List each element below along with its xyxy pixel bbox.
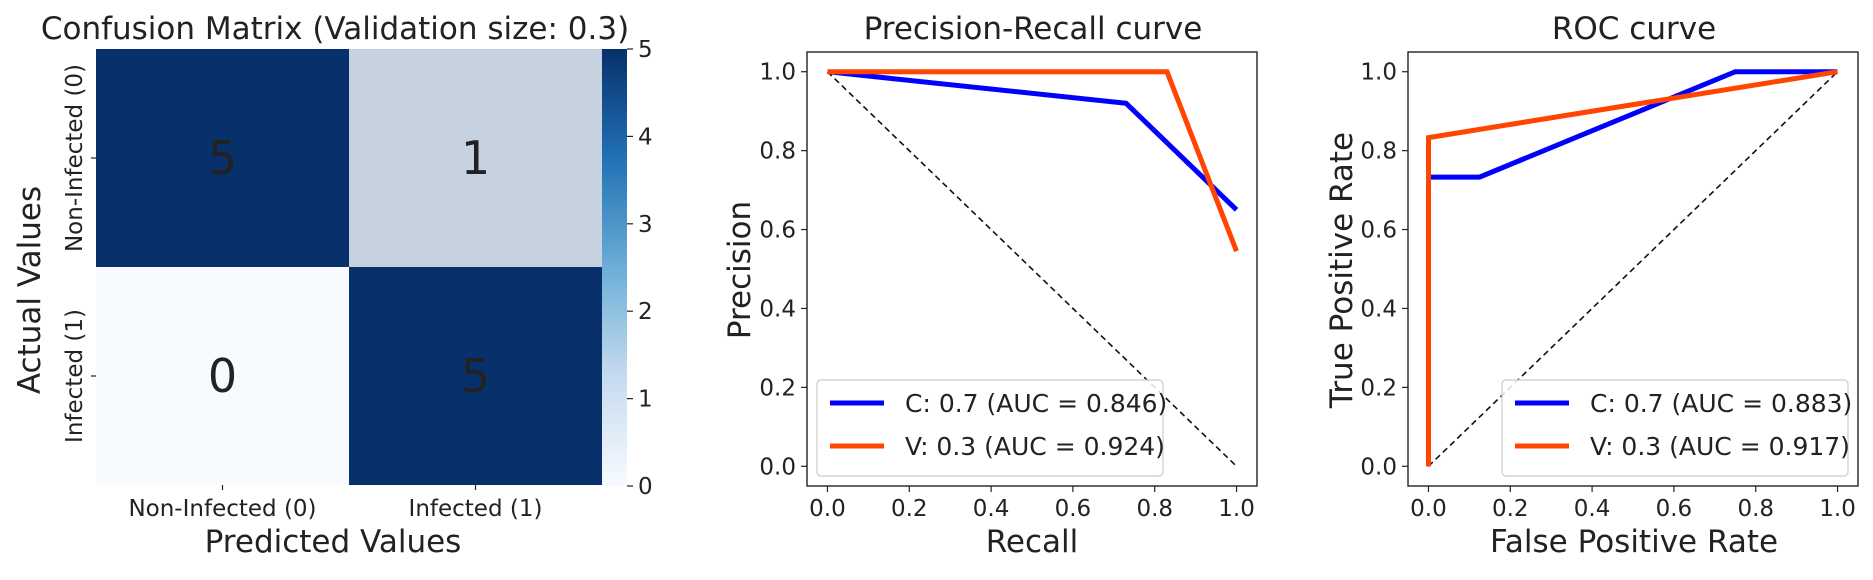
cm-y-axis-label: Actual Values (12, 186, 48, 394)
cm-y-ticks: Non-Infected (0) Infected (1) (62, 64, 96, 443)
cm-cells: 5 1 0 5 (96, 49, 602, 485)
cm-x-tick-label: Non-Infected (0) (128, 496, 316, 522)
roc-reference-line (1427, 71, 1839, 467)
roc-legend-label-c: C: 0.7 (AUC = 0.883) (1590, 389, 1852, 418)
roc-y-axis-label: True Positive Rate (1324, 132, 1360, 409)
roc-title: ROC curve (1552, 11, 1716, 47)
cm-x-axis-label: Predicted Values (205, 524, 462, 560)
roc-panel: ROC curve 0.0 0.2 0.4 0.6 0.8 1.0 0.0 0.2 0.4 0.6… (1324, 11, 1859, 560)
cm-cell (349, 267, 602, 485)
cm-x-tick-label: Infected (1) (409, 496, 543, 522)
pr-x-tick-label: 0.2 (891, 496, 928, 522)
roc-ticks: 0.0 0.2 0.4 0.6 0.8 1.0 0.0 0.2 0.4 0.6 0.8 1.0 (1360, 60, 1855, 522)
pr-reference-line (826, 71, 1238, 467)
pr-ticks: 0.0 0.2 0.4 0.6 0.8 1.0 0.0 0.2 0.4 0.6 0.8 1.0 (759, 60, 1254, 522)
cm-cell-value: 5 (208, 131, 237, 185)
cm-colorbar-ticks: 0 1 2 3 4 5 (627, 37, 653, 500)
cm-x-ticks: Non-Infected (0) Infected (1) (128, 485, 542, 522)
pr-x-tick-label: 0.8 (1136, 496, 1173, 522)
roc-y-tick-label: 0.6 (1360, 218, 1397, 244)
pr-y-tick-label: 0.6 (759, 218, 796, 244)
cm-cell (349, 49, 602, 267)
roc-plot-area (1407, 51, 1859, 487)
roc-y-tick-label: 1.0 (1360, 60, 1397, 86)
cm-colorbar-tick-label: 5 (638, 37, 653, 63)
confusion-matrix-panel: Confusion Matrix (Validation size: 0.3) … (12, 11, 653, 560)
cm-title: Confusion Matrix (Validation size: 0.3) (41, 11, 629, 47)
roc-x-tick-label: 0.2 (1492, 496, 1529, 522)
pr-x-tick-label: 0.6 (1055, 496, 1092, 522)
cm-cell-value: 5 (461, 349, 490, 403)
roc-y-tick-label: 0.8 (1360, 139, 1397, 165)
pr-x-tick-label: 0.0 (809, 496, 846, 522)
roc-x-tick-label: 0.6 (1656, 496, 1693, 522)
roc-series-line-v (1426, 69, 1838, 467)
pr-y-tick-label: 0.0 (759, 454, 796, 480)
cm-y-tick-label: Infected (1) (62, 309, 88, 443)
pr-series-line-c (827, 69, 1239, 212)
roc-legend: C: 0.7 (AUC = 0.883) V: 0.3 (AUC = 0.917… (1501, 379, 1852, 477)
roc-x-axis-label: False Positive Rate (1490, 524, 1778, 560)
pr-legend-label-c: C: 0.7 (AUC = 0.846) (905, 389, 1167, 418)
roc-lines (1426, 69, 1839, 467)
pr-y-tick-label: 1.0 (759, 60, 796, 86)
pr-lines (826, 69, 1239, 467)
pr-x-tick-label: 1.0 (1218, 496, 1255, 522)
pr-y-tick-label: 0.8 (759, 139, 796, 165)
roc-x-tick-label: 1.0 (1819, 496, 1856, 522)
cm-cell-value: 0 (208, 349, 237, 403)
cm-colorbar-tick-label: 0 (638, 474, 653, 500)
roc-x-tick-label: 0.4 (1574, 496, 1611, 522)
cm-colorbar-tick-label: 1 (638, 387, 653, 413)
pr-legend: C: 0.7 (AUC = 0.846) V: 0.3 (AUC = 0.924… (816, 379, 1167, 477)
roc-x-tick-label: 0.8 (1737, 496, 1774, 522)
cm-colorbar-tick-label: 3 (638, 212, 653, 238)
pr-x-tick-label: 0.4 (973, 496, 1010, 522)
pr-legend-label-v: V: 0.3 (AUC = 0.924) (905, 432, 1165, 461)
pr-y-tick-label: 0.2 (759, 375, 796, 401)
precision-recall-panel: Precision-Recall curve 0.0 0.2 0.4 0.6 0.8 1.… (722, 11, 1258, 560)
pr-title: Precision-Recall curve (864, 11, 1203, 47)
roc-x-tick-label: 0.0 (1410, 496, 1447, 522)
cm-colorbar-tick-label: 4 (638, 124, 653, 150)
roc-y-tick-label: 0.0 (1360, 454, 1397, 480)
roc-y-tick-label: 0.4 (1360, 296, 1397, 322)
roc-legend-label-v: V: 0.3 (AUC = 0.917) (1590, 432, 1850, 461)
cm-y-tick-label: Non-Infected (0) (62, 64, 88, 252)
roc-y-tick-label: 0.2 (1360, 375, 1397, 401)
pr-series-line-v (827, 69, 1239, 253)
cm-cell-value: 1 (461, 131, 490, 185)
pr-y-axis-label: Precision (722, 201, 758, 339)
cm-colorbar (602, 49, 627, 486)
cm-cell (96, 267, 349, 485)
cm-colorbar-tick-label: 2 (638, 299, 653, 325)
pr-y-tick-label: 0.4 (759, 296, 796, 322)
cm-cell (96, 49, 349, 267)
pr-x-axis-label: Recall (986, 524, 1079, 560)
pr-plot-area (806, 51, 1258, 487)
